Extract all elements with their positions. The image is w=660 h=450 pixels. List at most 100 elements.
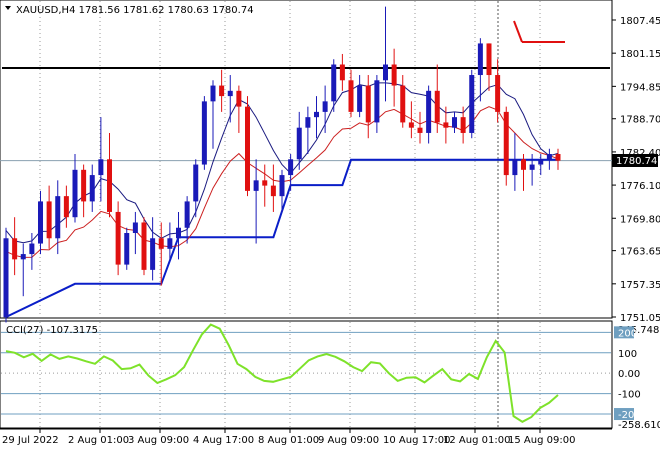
- candle: [426, 85, 432, 144]
- price-tick-label: 1788.70: [620, 115, 660, 126]
- candle-body: [529, 164, 535, 170]
- candle-body: [167, 238, 173, 249]
- cci-tick-label: -100: [618, 390, 641, 401]
- candle: [262, 164, 268, 207]
- fast-ma-line: [5, 82, 559, 244]
- candle-body: [469, 75, 475, 133]
- candle-body: [314, 111, 319, 118]
- price-tick-label: 1757.35: [620, 280, 660, 291]
- candle: [417, 111, 423, 144]
- candle: [331, 59, 337, 112]
- candle-body: [38, 201, 43, 244]
- cci-tick-label: 100: [618, 349, 637, 360]
- candle: [72, 154, 78, 223]
- candle-body: [460, 117, 466, 133]
- candle: [314, 96, 319, 139]
- candle-body: [150, 238, 156, 270]
- cci-label: CCI(27) -107.3175: [6, 325, 98, 336]
- candle: [288, 154, 294, 191]
- candle: [89, 164, 95, 212]
- candle-body: [46, 201, 52, 239]
- candle: [348, 69, 354, 118]
- trailing-stop-path: [5, 158, 558, 318]
- candle-body: [227, 90, 233, 97]
- time-tick-label: 29 Jul 2022: [2, 435, 59, 446]
- dropdown-triangle-icon[interactable]: [5, 6, 11, 10]
- candle-body: [512, 159, 518, 176]
- candle: [296, 111, 302, 170]
- price-axis: 1807.45 1801.15 1794.85 1788.70 1782.40 1776.…: [612, 16, 660, 324]
- candle-body: [115, 211, 121, 265]
- candle: [495, 59, 501, 123]
- candle: [503, 106, 509, 186]
- candle: [3, 227, 9, 323]
- candle-body: [270, 185, 276, 197]
- candle: [98, 117, 104, 202]
- cci-series: [1, 323, 611, 423]
- price-tick-label: 1776.10: [620, 181, 660, 192]
- candle-body: [98, 159, 104, 176]
- time-tick-label: 15 Aug 09:00: [508, 435, 575, 446]
- candle-body: [426, 90, 432, 133]
- candle: [443, 106, 449, 144]
- current-price-badge: [612, 154, 658, 167]
- candle: [477, 38, 483, 102]
- candle: [55, 180, 61, 255]
- candle-body: [443, 122, 449, 128]
- candle: [408, 101, 414, 139]
- candle-body: [391, 64, 397, 86]
- candle: [460, 106, 466, 144]
- candle-body: [296, 127, 302, 160]
- candle: [374, 75, 380, 133]
- candle: [434, 64, 440, 133]
- candle-body: [339, 64, 345, 81]
- candle: [452, 111, 457, 133]
- candle: [357, 75, 363, 118]
- candle: [322, 85, 328, 133]
- candle-body: [348, 80, 354, 112]
- candle-body: [486, 43, 492, 76]
- candle-body: [20, 254, 26, 260]
- candle: [193, 159, 199, 218]
- candle: [219, 69, 225, 112]
- candle-body: [452, 117, 457, 128]
- candle: [63, 185, 69, 228]
- price-tick-label: 1782.40: [620, 148, 660, 159]
- candle: [546, 148, 552, 170]
- candle-body: [132, 222, 138, 234]
- candle-body: [322, 101, 328, 112]
- candle-body: [124, 233, 130, 265]
- candle: [339, 53, 345, 91]
- candle: [167, 222, 173, 260]
- candle-body: [434, 90, 440, 123]
- candle: [400, 75, 406, 128]
- candle-body: [555, 154, 561, 161]
- candlestick-series: [3, 6, 561, 323]
- cci-level-badge: [614, 326, 634, 339]
- candle-body: [236, 90, 242, 107]
- candle: [132, 211, 138, 255]
- price-tick-label: 1794.85: [620, 82, 660, 93]
- candle-body: [521, 159, 526, 170]
- candle-body: [141, 222, 147, 270]
- candle: [210, 80, 216, 149]
- candle: [538, 154, 544, 176]
- candle: [12, 217, 18, 276]
- cci-tick-label: 0.00: [618, 369, 640, 380]
- candle-body: [262, 180, 268, 186]
- candle-body: [63, 196, 69, 218]
- candle: [512, 132, 518, 191]
- time-tick-label: 8 Aug 01:00: [258, 435, 319, 446]
- candle-body: [374, 80, 380, 123]
- candle-body: [383, 64, 388, 81]
- current-price-label: 1780.74: [616, 156, 657, 167]
- candle-body: [55, 196, 61, 239]
- candle: [529, 154, 535, 186]
- candle: [141, 217, 147, 276]
- candle-body: [158, 238, 164, 249]
- candle: [486, 43, 492, 91]
- candle-body: [72, 169, 78, 218]
- candle-body: [219, 85, 225, 97]
- candle: [253, 159, 259, 244]
